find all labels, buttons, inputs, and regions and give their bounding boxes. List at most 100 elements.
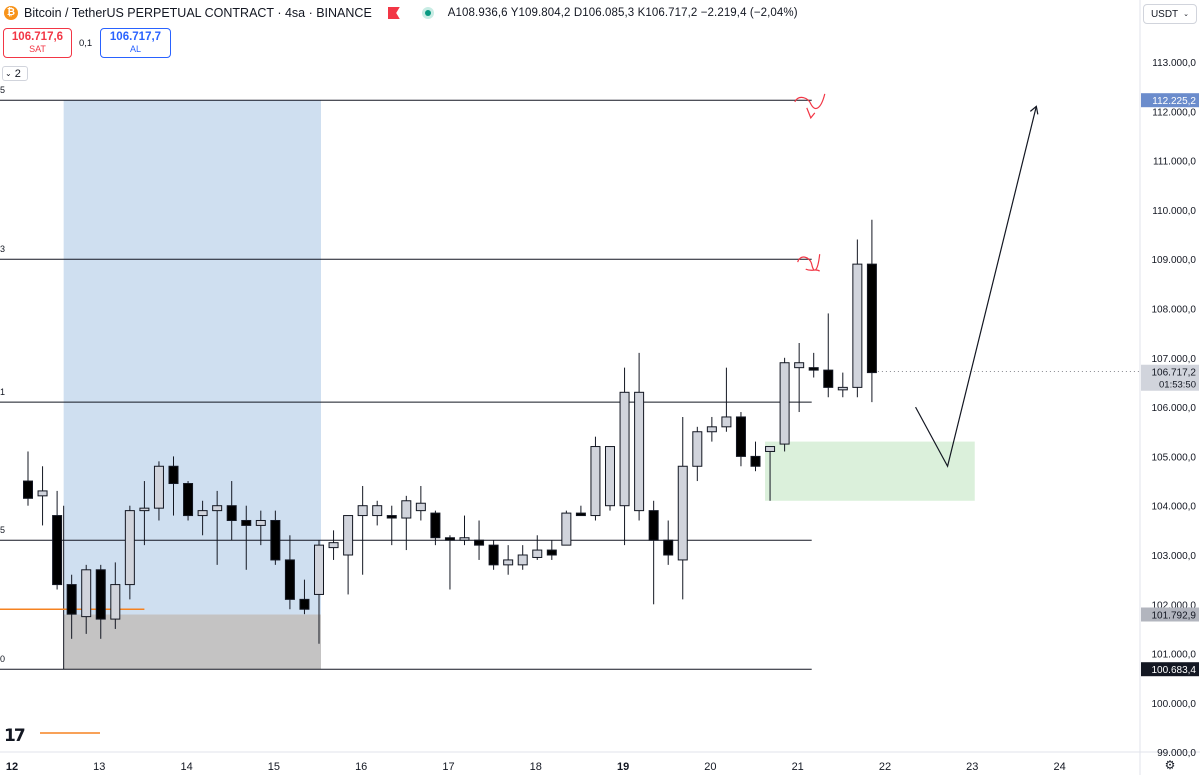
candle-58[interactable]: [866, 263, 877, 374]
symbol-title[interactable]: Bitcoin / TetherUS PERPETUAL CONTRACT · …: [24, 6, 372, 20]
buy-button[interactable]: 106.717,7 AL: [100, 28, 171, 58]
candle-7[interactable]: [124, 510, 135, 586]
candle-55[interactable]: [823, 369, 834, 388]
y-tick-label-14: 99.000,0: [1157, 748, 1196, 759]
candle-8[interactable]: [139, 507, 150, 512]
candle-28[interactable]: [430, 512, 441, 539]
candle-22[interactable]: [343, 515, 354, 556]
demand-zone[interactable]: [765, 441, 975, 501]
candle-40[interactable]: [605, 446, 616, 507]
y-tick-label-1: 112.000,0: [1152, 107, 1196, 118]
candle-56[interactable]: [837, 386, 848, 391]
x-tick-label-2: 14: [180, 761, 192, 773]
candle-24[interactable]: [372, 505, 383, 517]
x-tick-label-0: 12: [6, 761, 18, 773]
candle-41[interactable]: [619, 391, 630, 507]
currency-selector[interactable]: USDT ⌄: [1143, 4, 1197, 24]
candle-16[interactable]: [255, 519, 266, 526]
tradingview-logo[interactable]: 17: [4, 726, 26, 746]
candle-13[interactable]: [212, 505, 223, 512]
discount-box[interactable]: [63, 614, 322, 670]
candle-44[interactable]: [663, 539, 674, 556]
candle-42[interactable]: [634, 391, 645, 512]
candle-57[interactable]: [852, 263, 863, 388]
y-tick-label-10: 103.000,0: [1152, 551, 1197, 562]
candle-43[interactable]: [648, 510, 659, 541]
buy-label: AL: [129, 44, 141, 54]
price-label-2: 101.792,9: [1152, 611, 1197, 622]
candle-33[interactable]: [503, 559, 514, 566]
candle-9[interactable]: [153, 465, 164, 509]
candle-12[interactable]: [197, 510, 208, 517]
candle-14[interactable]: [226, 505, 237, 521]
candle-23[interactable]: [357, 505, 368, 517]
candle-10[interactable]: [168, 465, 179, 485]
candle-36[interactable]: [546, 549, 557, 556]
candle-35[interactable]: [532, 549, 543, 558]
bitcoin-logo-icon: ₿: [4, 6, 18, 20]
y-tick-label-7: 106.000,0: [1152, 403, 1197, 414]
sweep-mark-annotation-2[interactable]: [797, 254, 821, 272]
y-tick-label-8: 105.000,0: [1152, 452, 1197, 463]
candle-17[interactable]: [270, 519, 281, 561]
chart-header: ₿ Bitcoin / TetherUS PERPETUAL CONTRACT …: [0, 0, 1140, 26]
candle-49[interactable]: [735, 416, 746, 457]
range-box[interactable]: [63, 100, 322, 615]
candle-45[interactable]: [677, 465, 688, 561]
y-tick-label-4: 109.000,0: [1152, 255, 1197, 266]
candle-38[interactable]: [575, 512, 586, 517]
candle-52[interactable]: [779, 362, 790, 445]
candle-48[interactable]: [721, 416, 732, 428]
x-tick-label-10: 22: [879, 761, 891, 773]
candle-53[interactable]: [794, 362, 805, 369]
y-tick-label-11: 102.000,0: [1152, 600, 1197, 611]
x-tick-label-11: 23: [966, 761, 978, 773]
candle-2[interactable]: [52, 515, 63, 586]
candle-20[interactable]: [314, 544, 325, 595]
candle-11[interactable]: [183, 483, 194, 517]
price-label-bg-2: [1141, 607, 1199, 622]
candle-30[interactable]: [459, 537, 470, 541]
candle-0[interactable]: [23, 480, 34, 499]
candle-34[interactable]: [517, 554, 528, 566]
flag-icon[interactable]: [387, 7, 400, 19]
candle-27[interactable]: [415, 502, 426, 512]
candle-54[interactable]: [808, 367, 819, 371]
price-label-bg-0: [1141, 93, 1199, 108]
candle-3[interactable]: [66, 584, 77, 615]
candle-31[interactable]: [474, 539, 485, 546]
candle-4[interactable]: [81, 569, 92, 618]
settings-icon[interactable]: ⚙: [1164, 758, 1176, 772]
candle-50[interactable]: [750, 455, 761, 467]
sweep-mark-annotation[interactable]: [794, 93, 826, 120]
candle-15[interactable]: [241, 519, 252, 526]
candle-26[interactable]: [401, 500, 412, 519]
candle-25[interactable]: [386, 515, 397, 519]
candle-37[interactable]: [561, 512, 572, 546]
candle-19[interactable]: [299, 598, 310, 610]
sell-label: SAT: [29, 44, 46, 54]
spread-value: 0,1: [79, 38, 93, 49]
price-label-sub-1: 01:53:50: [1159, 380, 1196, 391]
chevron-down-icon: ⌄: [5, 69, 12, 78]
sell-price: 106.717,6: [11, 31, 64, 43]
candle-32[interactable]: [488, 544, 499, 566]
sell-button[interactable]: 106.717,6 SAT: [3, 28, 72, 58]
market-status-icon[interactable]: [421, 7, 434, 19]
level-label-2: 1: [0, 387, 5, 397]
candle-51[interactable]: [765, 446, 776, 452]
candle-5[interactable]: [95, 569, 106, 620]
candle-47[interactable]: [706, 426, 717, 433]
candle-39[interactable]: [590, 446, 601, 517]
candle-46[interactable]: [692, 431, 703, 467]
candle-29[interactable]: [444, 537, 455, 541]
candle-21[interactable]: [328, 542, 339, 549]
y-tick-label-13: 100.000,0: [1152, 699, 1197, 710]
indicators-toggle-button[interactable]: ⌄ 2: [2, 66, 28, 81]
x-tick-label-9: 21: [792, 761, 804, 773]
candle-18[interactable]: [284, 559, 295, 600]
candle-6[interactable]: [110, 584, 121, 620]
projection-path[interactable]: [915, 106, 1037, 468]
candle-1[interactable]: [37, 490, 48, 497]
